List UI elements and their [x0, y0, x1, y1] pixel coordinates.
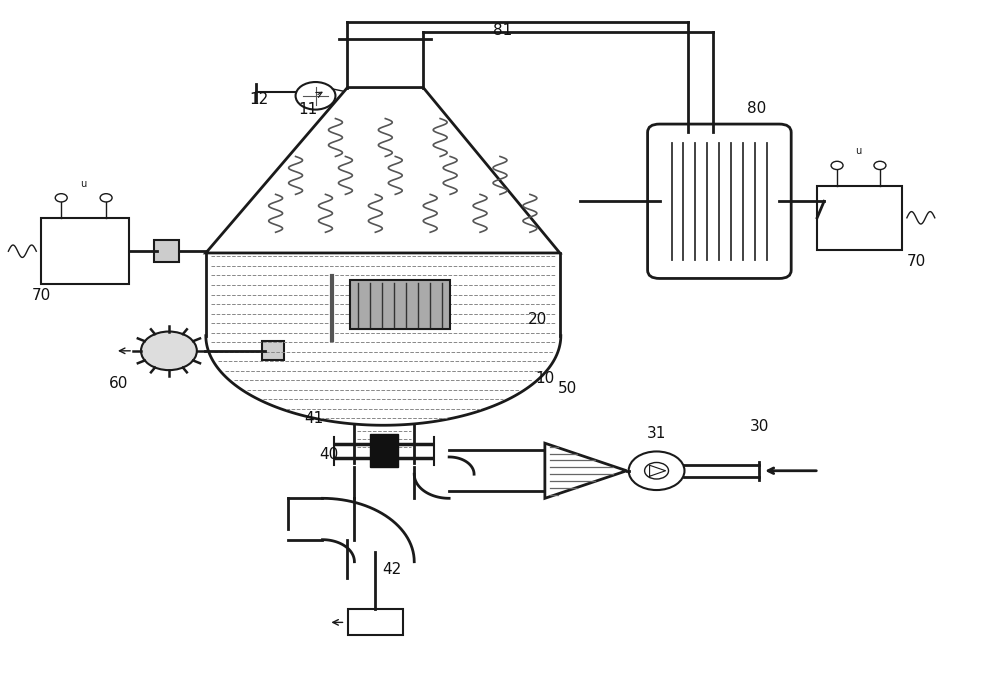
Text: 70: 70	[32, 288, 51, 303]
FancyBboxPatch shape	[648, 124, 791, 278]
Text: 80: 80	[747, 101, 766, 116]
Circle shape	[55, 194, 67, 202]
Text: 10: 10	[535, 371, 554, 386]
Polygon shape	[206, 88, 560, 253]
Text: 12: 12	[249, 92, 268, 107]
Text: 60: 60	[109, 376, 129, 392]
Circle shape	[100, 194, 112, 202]
Text: 11: 11	[298, 102, 317, 117]
Polygon shape	[545, 443, 627, 498]
Text: 40: 40	[319, 447, 338, 462]
Circle shape	[141, 331, 197, 370]
Bar	[348, 609, 403, 635]
Circle shape	[629, 451, 684, 490]
Text: 70: 70	[907, 254, 926, 268]
Circle shape	[296, 82, 335, 109]
Circle shape	[831, 161, 843, 170]
Bar	[262, 341, 284, 361]
Text: 20: 20	[528, 312, 548, 327]
Bar	[41, 219, 129, 284]
Text: u: u	[855, 147, 861, 156]
Text: 30: 30	[750, 419, 769, 434]
Circle shape	[874, 161, 886, 170]
Text: 31: 31	[647, 426, 666, 441]
Bar	[817, 186, 902, 250]
Text: 41: 41	[304, 411, 323, 426]
Bar	[350, 280, 450, 329]
Text: 50: 50	[558, 381, 577, 397]
Circle shape	[645, 462, 669, 479]
Bar	[154, 240, 179, 262]
Text: 81: 81	[493, 23, 513, 38]
Text: u: u	[80, 179, 86, 189]
Bar	[370, 434, 398, 467]
Text: 42: 42	[383, 563, 402, 578]
